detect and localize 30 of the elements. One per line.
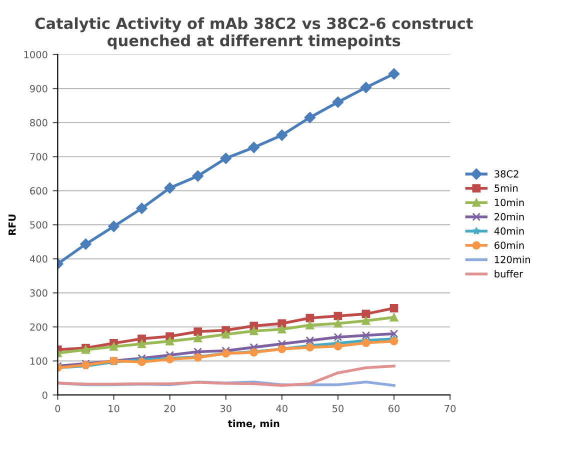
legend-label: 38C2 bbox=[494, 170, 518, 178]
y-tick-label: 200 bbox=[30, 323, 48, 331]
y-tick-label: 800 bbox=[30, 119, 48, 126]
y-tick-label: 400 bbox=[30, 255, 48, 263]
x-tick-label: 30 bbox=[220, 404, 232, 412]
x-tick-label: 60 bbox=[388, 404, 400, 412]
legend-label: 40min bbox=[494, 227, 524, 235]
y-tick-label: 0 bbox=[42, 391, 48, 399]
y-tick-label: 1000 bbox=[24, 50, 48, 58]
legend-label: 5min bbox=[494, 184, 518, 192]
x-tick-label: 20 bbox=[164, 404, 176, 412]
x-tick-label: 50 bbox=[332, 404, 344, 412]
y-tick-label: 600 bbox=[30, 187, 48, 195]
x-axis-title: time, min bbox=[228, 420, 280, 428]
x-tick-label: 10 bbox=[108, 404, 120, 412]
y-tick-label: 100 bbox=[30, 357, 48, 365]
y-tick-label: 900 bbox=[30, 85, 48, 92]
legend-label: 20min bbox=[494, 212, 524, 220]
x-tick-label: 70 bbox=[444, 404, 456, 412]
x-tick-label: 0 bbox=[55, 404, 60, 412]
legend-label: buffer bbox=[494, 270, 524, 278]
y-tick-label: 500 bbox=[30, 221, 48, 229]
chart-title: Catalytic Activity of mAb 38C2 vs 38C2-6 construct quenched at differenrt timepoints bbox=[35, 17, 473, 50]
legend-label: 120min bbox=[494, 256, 530, 264]
y-axis-title: RFU bbox=[8, 214, 16, 235]
legend-label: 60min bbox=[494, 241, 524, 249]
y-tick-label: 300 bbox=[30, 289, 48, 297]
x-tick-label: 40 bbox=[276, 404, 288, 412]
legend-label: 10min bbox=[494, 198, 524, 206]
y-tick-label: 700 bbox=[30, 153, 48, 160]
